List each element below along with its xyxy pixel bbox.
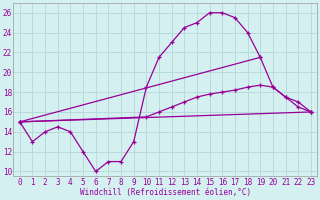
X-axis label: Windchill (Refroidissement éolien,°C): Windchill (Refroidissement éolien,°C) xyxy=(80,188,251,197)
